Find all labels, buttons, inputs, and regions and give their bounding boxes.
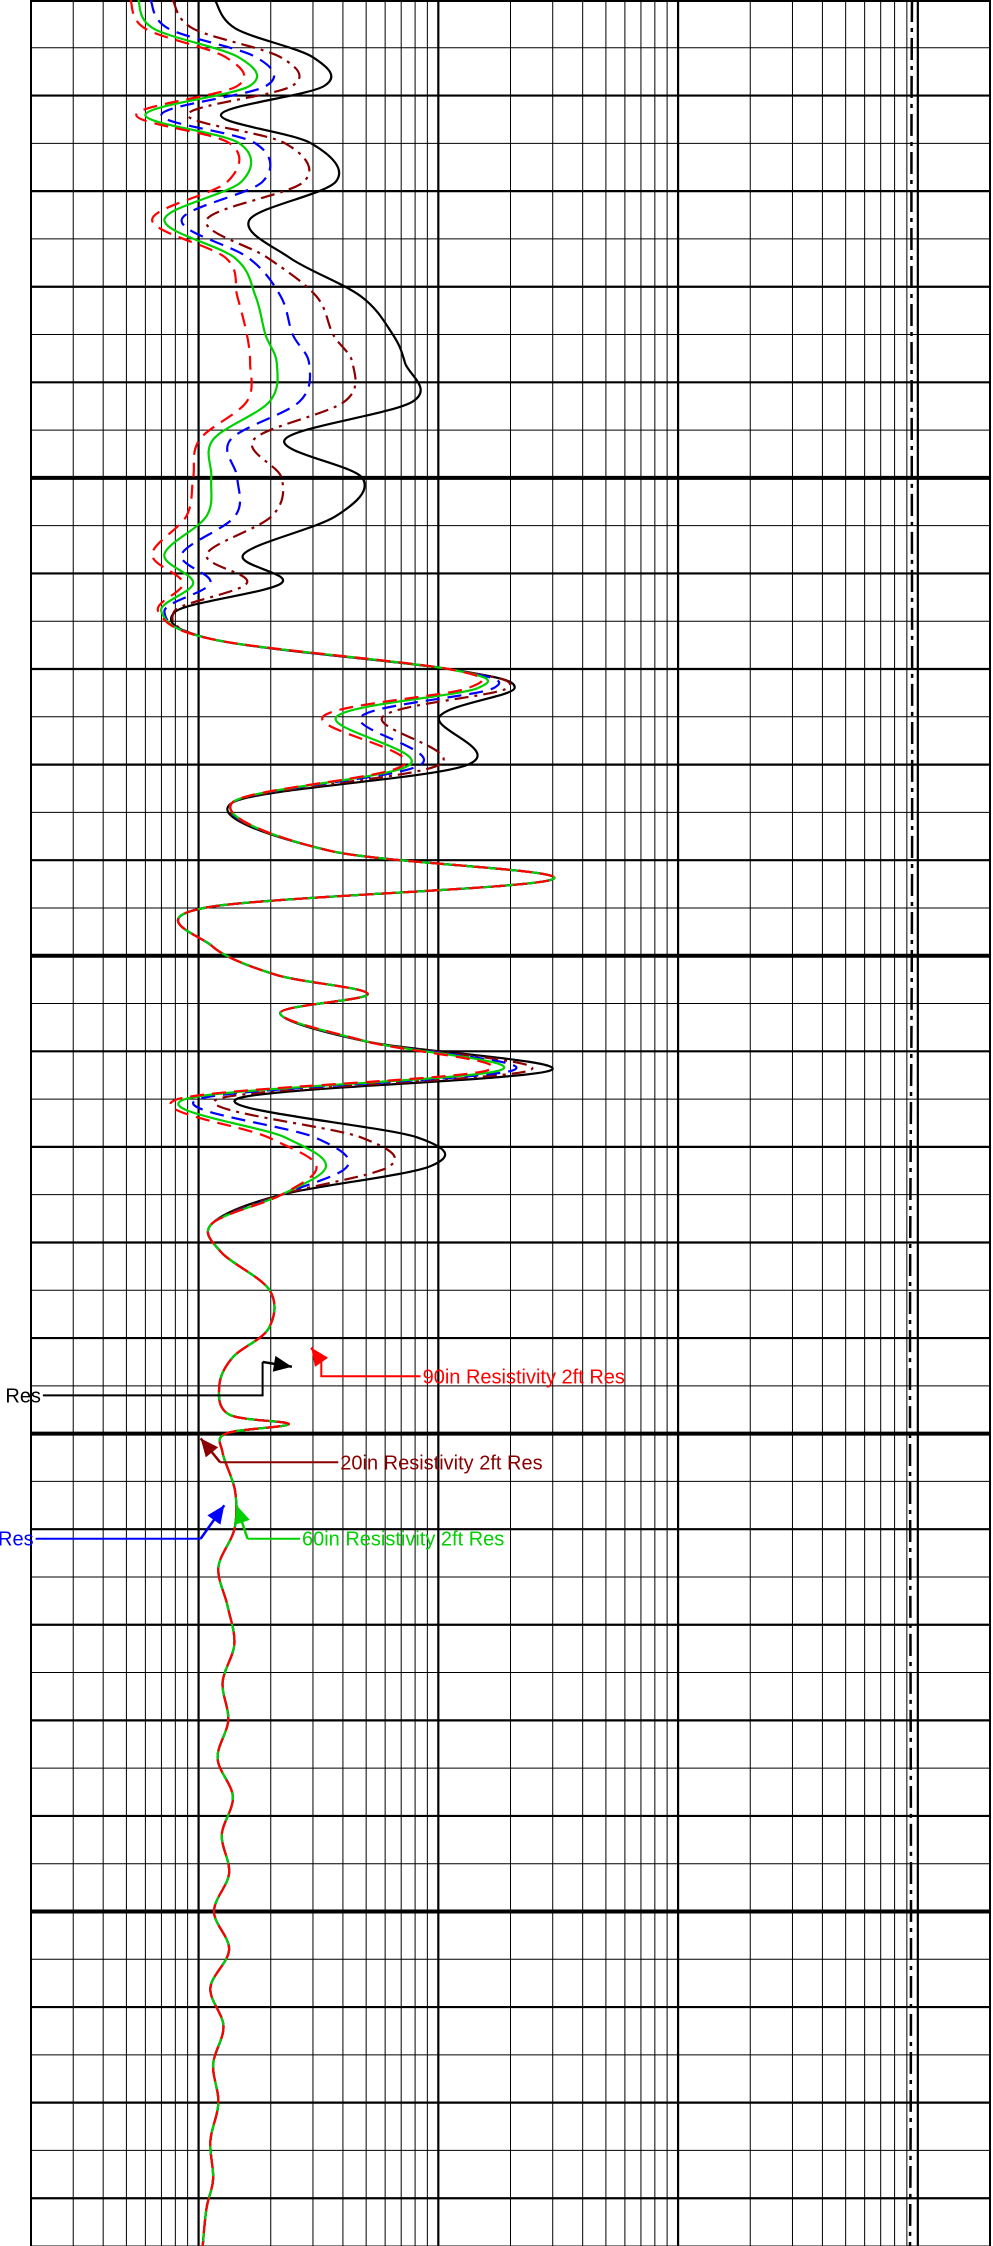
callout-label-1: 90in Resistivity 2ft Res xyxy=(423,1366,625,1388)
series-line-1 xyxy=(171,0,556,2246)
callout-leader-0 xyxy=(42,1361,264,1397)
callouts: 10in Resistivity 2ft Res 90in Resistivity… xyxy=(0,1346,625,1551)
callout-label-2: 20in Resistivity 2ft Res xyxy=(340,1452,542,1474)
callout-arrowhead-1 xyxy=(311,1347,329,1367)
callout-label-4: 60in Resistivity 2ft Res xyxy=(302,1529,504,1551)
reference-trace xyxy=(908,0,914,2246)
callout-arrowhead-4 xyxy=(234,1505,250,1525)
callout-leader-1 xyxy=(320,1361,421,1378)
series-line-4 xyxy=(129,0,556,2246)
grid xyxy=(30,0,991,2246)
callout-label-3: 30in Resistivity 2ft Res xyxy=(0,1529,34,1551)
curves xyxy=(129,0,556,2246)
callout-arrowhead-2 xyxy=(200,1438,219,1458)
callout-arrowhead-0 xyxy=(272,1355,292,1372)
callout-arrowhead-3 xyxy=(207,1505,225,1525)
callout-label-0: 10in Resistivity 2ft Res xyxy=(0,1385,41,1407)
